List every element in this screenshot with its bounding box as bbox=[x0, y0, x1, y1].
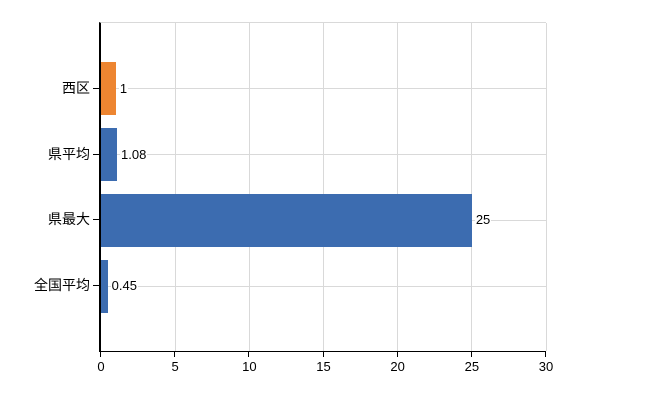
bar-value-label: 25 bbox=[474, 212, 492, 229]
gridline-vertical bbox=[174, 23, 176, 351]
x-axis-tick bbox=[248, 352, 250, 357]
plot-area: 1 1.08 25 0.45 bbox=[99, 22, 547, 352]
x-axis-tick-label: 25 bbox=[464, 359, 480, 374]
gridline-horizontal bbox=[101, 285, 546, 287]
y-axis-tick bbox=[93, 219, 99, 221]
gridline-vertical bbox=[545, 23, 547, 351]
y-axis-tick bbox=[93, 285, 99, 287]
gridline-vertical bbox=[248, 23, 250, 351]
bar bbox=[101, 62, 116, 116]
category-label: 県最大 bbox=[48, 211, 90, 228]
x-axis-tick-label: 20 bbox=[390, 359, 405, 374]
x-axis-tick-label: 10 bbox=[242, 359, 257, 374]
x-axis-tick-label: 5 bbox=[171, 359, 179, 374]
bar bbox=[101, 259, 108, 313]
bar bbox=[101, 128, 118, 182]
bar-value-label: 1 bbox=[118, 80, 129, 97]
gridline-vertical bbox=[471, 23, 473, 351]
x-axis-tick bbox=[174, 352, 176, 357]
gridline-horizontal bbox=[101, 154, 546, 156]
x-axis-tick bbox=[545, 352, 546, 357]
y-axis-tick bbox=[93, 87, 99, 89]
bar-value-label: 1.08 bbox=[120, 146, 148, 163]
x-axis-tick-label: 15 bbox=[316, 359, 331, 374]
bar bbox=[101, 193, 472, 247]
x-axis-tick bbox=[322, 352, 324, 357]
y-axis-tick bbox=[93, 153, 99, 155]
category-label: 西区 bbox=[62, 79, 90, 96]
x-axis-tick bbox=[396, 352, 398, 357]
gridline-horizontal bbox=[101, 88, 546, 90]
x-axis-tick bbox=[470, 352, 472, 357]
bar-value-label: 0.45 bbox=[110, 278, 138, 295]
x-axis-tick bbox=[100, 352, 101, 357]
category-label: 全国平均 bbox=[34, 277, 90, 294]
category-label: 県平均 bbox=[48, 145, 90, 162]
gridline-vertical bbox=[323, 23, 324, 351]
x-axis-tick-label: 0 bbox=[97, 359, 105, 374]
x-axis-tick-label: 30 bbox=[538, 359, 554, 374]
gridline-vertical bbox=[397, 23, 399, 351]
